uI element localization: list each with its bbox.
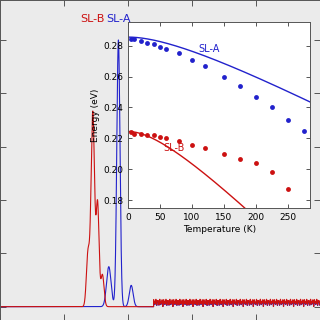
Text: SL-A: SL-A: [198, 44, 220, 54]
Y-axis label: Energy (eV): Energy (eV): [91, 89, 100, 142]
X-axis label: Temperature (K): Temperature (K): [183, 225, 256, 234]
Text: SL-B: SL-B: [163, 143, 185, 153]
Text: SL-B: SL-B: [81, 14, 105, 24]
Text: SL-A: SL-A: [106, 14, 131, 24]
